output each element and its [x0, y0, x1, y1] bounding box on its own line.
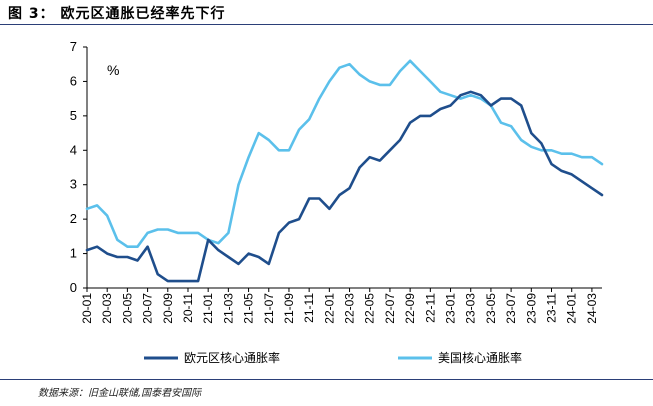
x-tick-label: 23-01 [444, 293, 458, 324]
legend-label: 欧元区核心通胀率 [184, 350, 280, 365]
x-tick-label: 24-03 [585, 293, 599, 324]
unit-label: % [107, 62, 119, 78]
y-tick-label: 0 [70, 280, 77, 295]
x-tick-label: 22-01 [322, 293, 336, 324]
bottom-rule [0, 379, 653, 380]
x-tick-label: 24-01 [565, 293, 579, 324]
x-tick-label: 20-05 [120, 293, 134, 324]
y-tick-label: 3 [70, 177, 77, 192]
source-note: 数据来源：旧金山联储,国泰君安国际 [38, 388, 202, 399]
x-tick-label: 23-07 [504, 293, 518, 324]
legend-label: 美国核心通胀率 [438, 350, 522, 365]
x-tick-label: 23-09 [524, 293, 538, 324]
x-axis-ticks: 20-01 20-03 20-05 20-07 20-09 20-11 21-01 21-03… [80, 288, 599, 324]
series-line-eurozone [85, 90, 604, 283]
x-tick-label: 20-07 [141, 293, 155, 324]
x-tick-label: 22-09 [403, 293, 417, 324]
series-line-us [85, 59, 604, 248]
x-tick-label: 21-09 [282, 293, 296, 324]
y-tick-label: 1 [70, 246, 77, 261]
y-tick-label: 7 [70, 39, 77, 54]
x-tick-label: 22-11 [423, 293, 437, 323]
x-tick-label: 20-09 [161, 293, 175, 324]
figure-title: 图 3： 欧元区通胀已经率先下行 [8, 6, 226, 22]
y-tick-label: 5 [70, 108, 77, 123]
x-tick-label: 20-01 [80, 293, 94, 324]
x-tick-label: 20-11 [181, 293, 195, 323]
x-tick-label: 21-01 [201, 293, 215, 324]
x-tick-label: 21-05 [242, 293, 256, 324]
x-tick-label: 21-07 [262, 293, 276, 324]
top-rule [0, 24, 653, 25]
x-tick-label: 23-11 [545, 293, 559, 323]
y-tick-label: 2 [70, 211, 77, 226]
x-tick-label: 22-07 [383, 293, 397, 324]
series-lines [85, 59, 604, 283]
x-tick-label: 23-05 [484, 293, 498, 324]
x-tick-label: 22-03 [343, 293, 357, 324]
y-axis-ticks: 0 1 2 3 4 5 6 7 [70, 39, 87, 295]
x-tick-label: 23-03 [464, 293, 478, 324]
x-tick-label: 22-05 [363, 293, 377, 324]
x-tick-label: 21-03 [221, 293, 235, 324]
y-tick-label: 4 [70, 142, 77, 157]
chart-axes [86, 47, 602, 289]
legend: 欧元区核心通胀率 美国核心通胀率 [144, 350, 522, 365]
x-tick-label: 21-11 [302, 293, 316, 323]
x-tick-label: 20-03 [100, 293, 114, 324]
y-tick-label: 6 [70, 73, 77, 88]
